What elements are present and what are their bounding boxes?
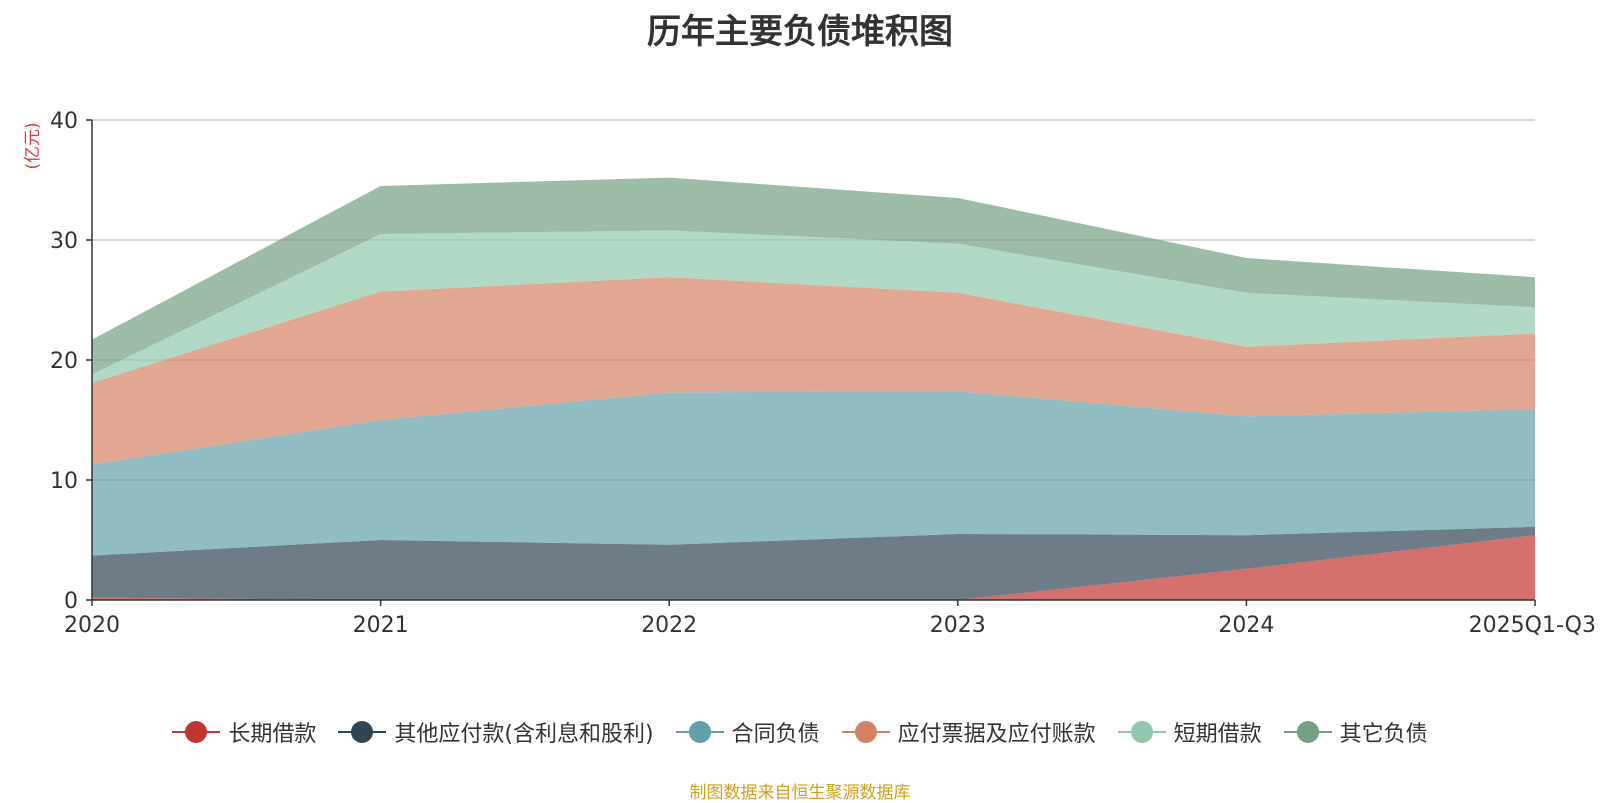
- legend-marker: [172, 721, 221, 743]
- x-tick-label: 2022: [641, 613, 697, 638]
- legend-label: 其他应付款(含利息和股利): [394, 722, 654, 747]
- y-tick-label: 40: [50, 109, 78, 134]
- legend-label: 应付票据及应付账款: [897, 722, 1096, 747]
- source-note: 制图数据来自恒生聚源数据库: [689, 783, 911, 803]
- x-tick-label: 2020: [64, 613, 120, 638]
- legend-item-6[interactable]: 其它负债: [1283, 716, 1428, 748]
- x-tick-label: 2021: [353, 613, 409, 638]
- x-tick-label: 2025Q1-Q3: [1469, 613, 1596, 638]
- legend-label: 合同负债: [731, 722, 820, 747]
- axis-labels: 0 10 20 30 40 2020 2021 2022 2023 2024 2025Q1-Q3 (亿…: [23, 109, 1596, 638]
- legend-marker: [675, 721, 724, 743]
- area-series-3[interactable]: [92, 391, 1535, 556]
- legend-marker: [841, 721, 890, 743]
- legend-marker: [1117, 721, 1166, 743]
- legend-item-1[interactable]: 长期借款: [172, 716, 316, 748]
- y-tick-label: 0: [64, 589, 78, 614]
- legend-label: 短期借款: [1173, 722, 1262, 747]
- area-series-4[interactable]: [92, 277, 1535, 465]
- area-series-2[interactable]: [92, 526, 1535, 600]
- area-series-6[interactable]: [92, 177, 1535, 375]
- legend-marker: [1283, 721, 1332, 743]
- legend: 长期借款 其他应付款(含利息和股利) 合同负债 应付票据及应付账款 短期借款 其它负债: [0, 716, 1600, 748]
- area-series-5[interactable]: [92, 230, 1535, 383]
- y-tick-label: 20: [50, 349, 78, 374]
- legend-label: 其它负债: [1339, 722, 1428, 747]
- legend-item-5[interactable]: 短期借款: [1117, 716, 1262, 748]
- legend-marker: [338, 721, 387, 743]
- legend-label: 长期借款: [228, 722, 317, 747]
- stacked-areas: [92, 177, 1535, 600]
- y-tick-label: 10: [50, 469, 78, 494]
- y-tick-label: 30: [50, 229, 78, 254]
- area-series-1[interactable]: [92, 535, 1535, 600]
- legend-item-2[interactable]: 其他应付款(含利息和股利): [338, 716, 654, 748]
- y-axis-title: (亿元): [23, 122, 43, 169]
- legend-item-4[interactable]: 应付票据及应付账款: [841, 716, 1096, 748]
- x-tick-label: 2024: [1218, 613, 1274, 638]
- x-tick-label: 2023: [930, 613, 986, 638]
- chart-title: 历年主要负债堆积图: [647, 12, 953, 52]
- legend-item-3[interactable]: 合同负债: [675, 716, 820, 748]
- axes: [86, 119, 1536, 606]
